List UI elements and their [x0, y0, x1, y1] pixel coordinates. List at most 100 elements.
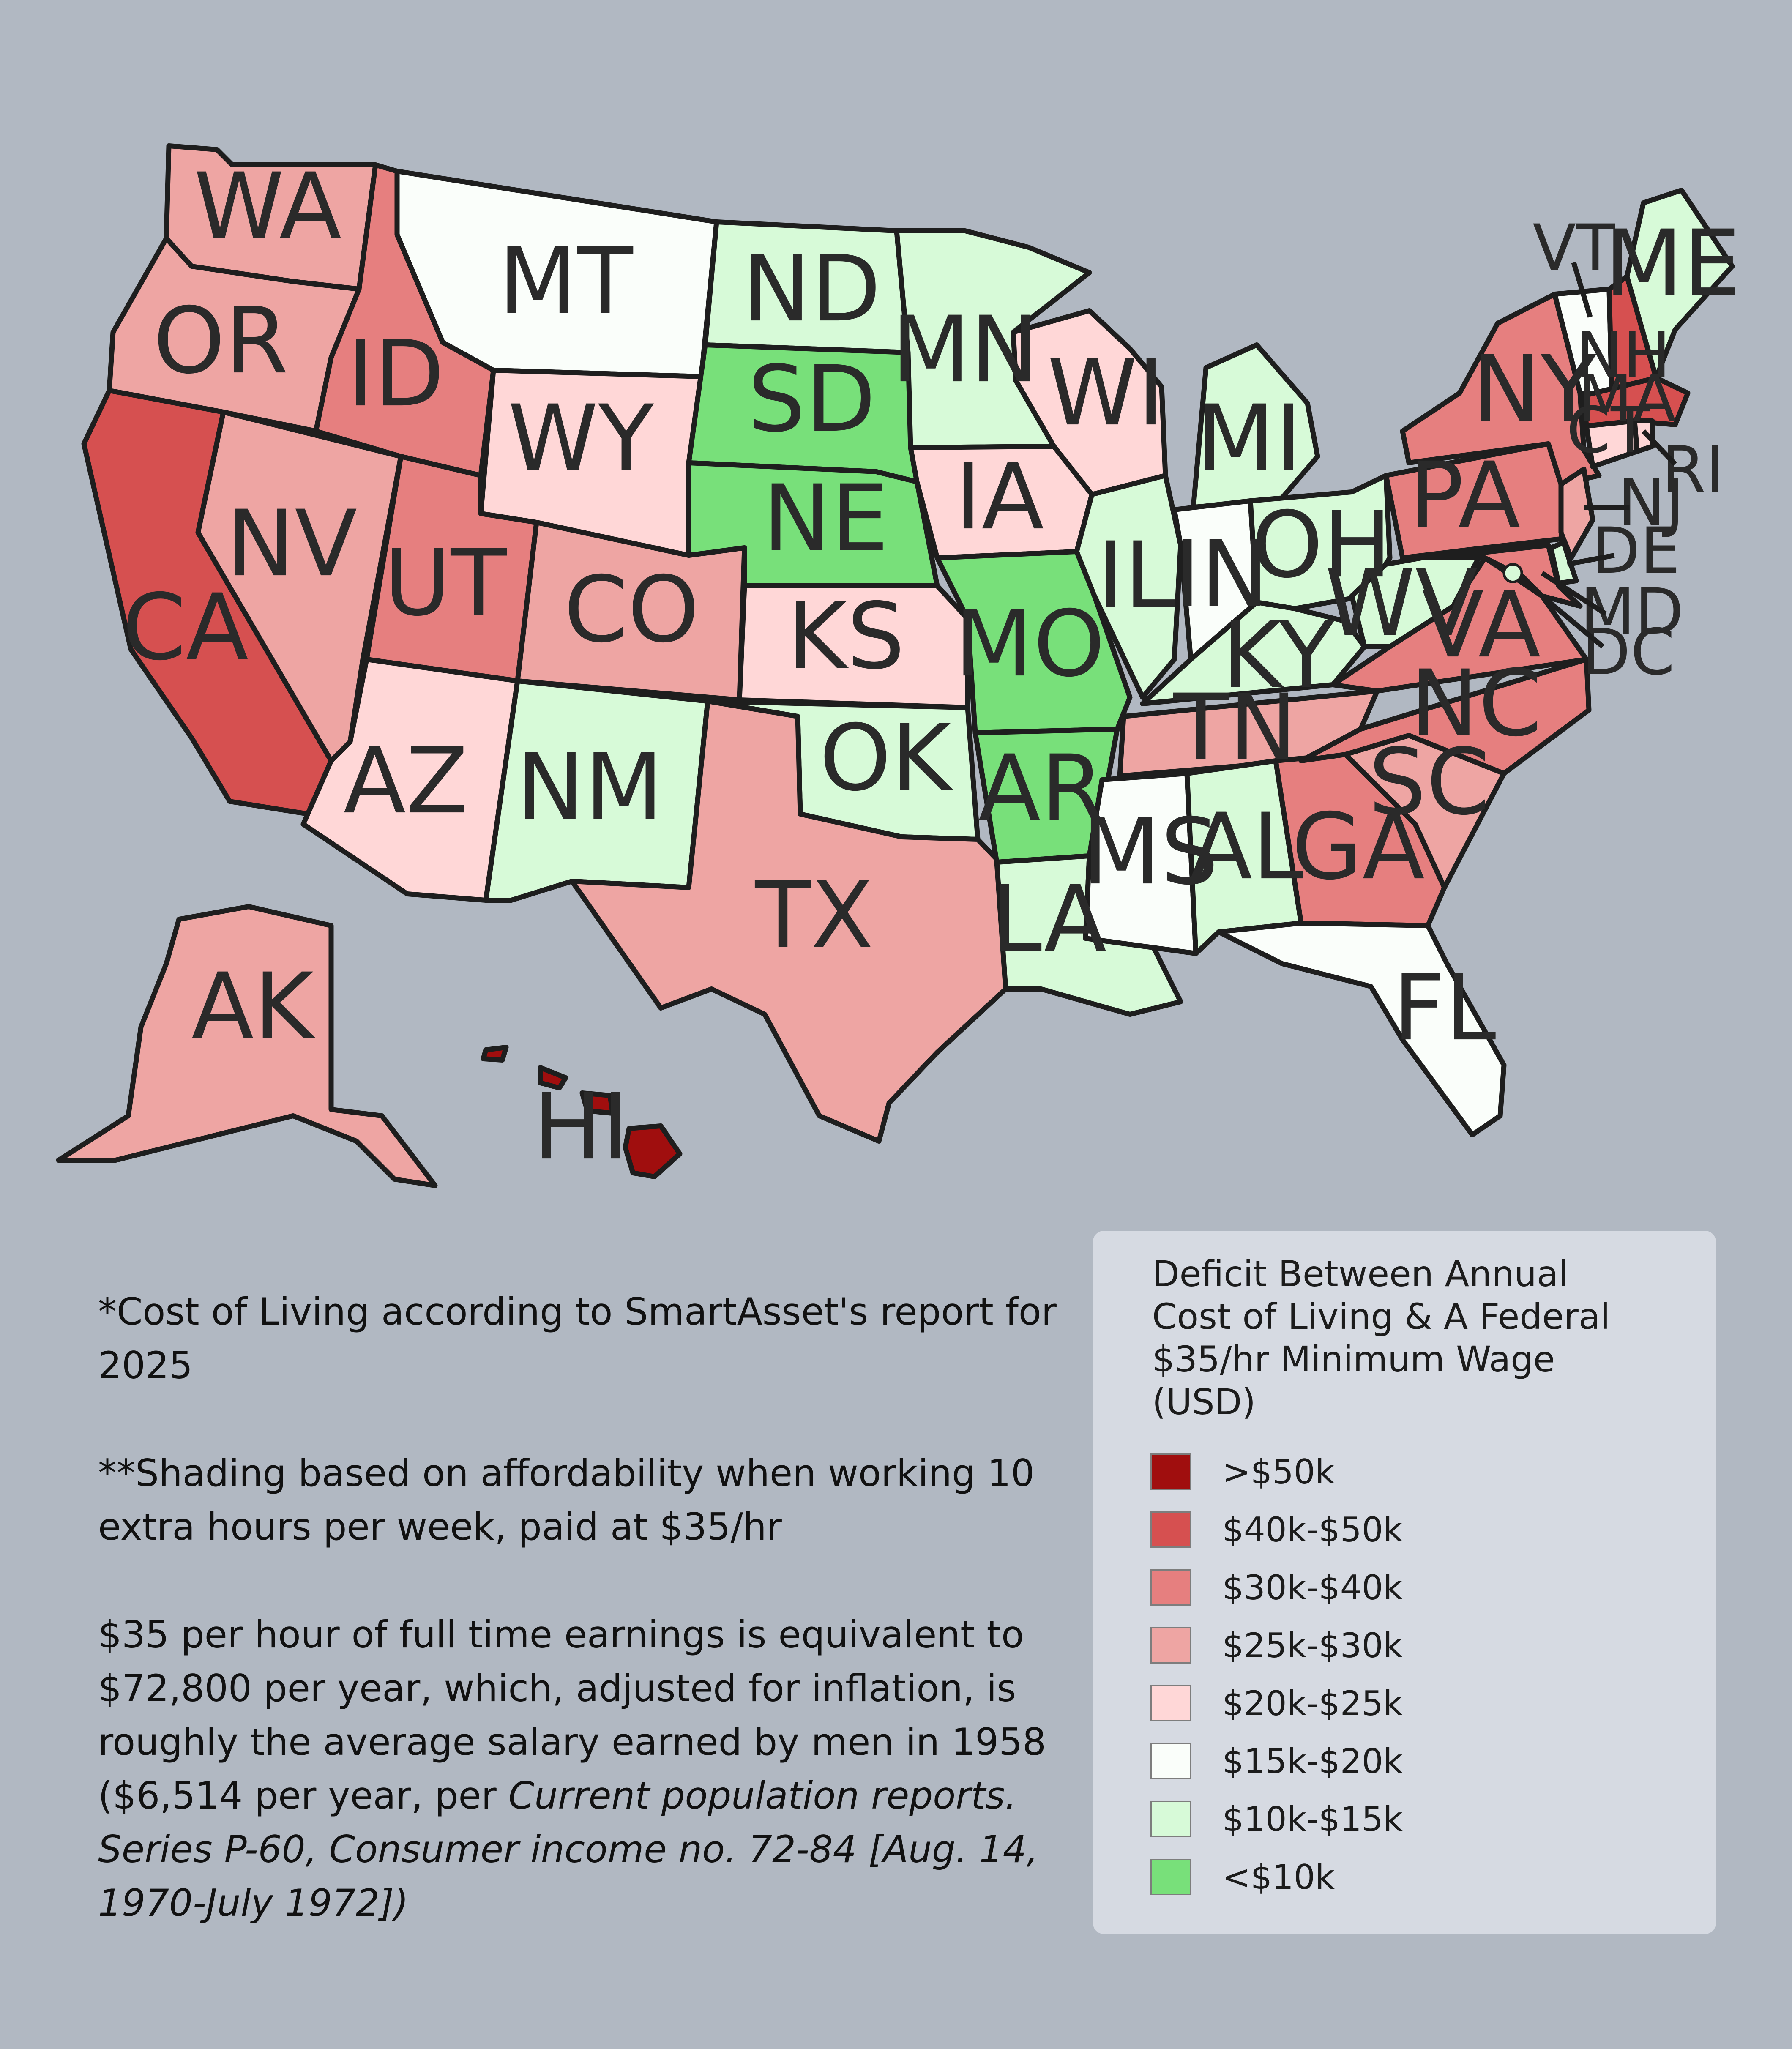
legend-label: >$50k — [1222, 1452, 1335, 1492]
legend-title-line: Deficit Between Annual — [1152, 1253, 1568, 1295]
label-mi: MI — [1196, 385, 1302, 492]
state-nc — [1298, 657, 1592, 776]
us-choropleth-map: WA OR CA NV ID MT WY UT CO AZ NM ND SD N… — [56, 143, 1741, 1188]
label-ok: OK — [820, 705, 953, 811]
label-ca: CA — [122, 574, 249, 680]
label-la: LA — [991, 866, 1106, 972]
legend-panel: Deficit Between Annual Cost of Living & … — [1093, 1231, 1716, 1934]
label-nj: NJ — [1618, 466, 1684, 540]
legend-label: $30k-$40k — [1222, 1568, 1403, 1607]
legend-item: $15k-$20k — [1150, 1743, 1658, 1782]
label-mn: MN — [892, 297, 1039, 403]
legend-item: $20k-$25k — [1150, 1685, 1658, 1724]
label-ga: GA — [1292, 794, 1425, 900]
label-va: VA — [1422, 572, 1541, 678]
label-nm: NM — [516, 734, 664, 840]
label-ar: AR — [978, 735, 1104, 841]
legend-swatch — [1150, 1685, 1191, 1721]
legend-swatch — [1150, 1453, 1191, 1490]
label-me: ME — [1604, 210, 1741, 317]
state-il — [1074, 473, 1183, 700]
label-ne: NE — [762, 465, 888, 571]
label-ri: RI — [1661, 433, 1724, 507]
label-ks: KS — [787, 583, 905, 689]
legend-title: Deficit Between Annual Cost of Living & … — [1152, 1253, 1702, 1423]
label-ma: MA — [1578, 362, 1676, 436]
label-ut: UT — [384, 530, 507, 636]
label-ms: MS — [1082, 799, 1218, 905]
legend-item: $40k-$50k — [1150, 1511, 1658, 1550]
label-ct: CT — [1566, 394, 1650, 467]
label-hi: HI — [533, 1074, 628, 1180]
label-or: OR — [153, 288, 288, 394]
legend-swatch — [1150, 1569, 1191, 1606]
note-wage-equivalence: $35 per hour of full time earnings is eq… — [98, 1608, 1070, 1930]
note-cost-of-living: *Cost of Living according to SmartAsset'… — [98, 1290, 1057, 1387]
state-shapes — [56, 143, 1735, 1188]
label-in: IN — [1174, 521, 1269, 627]
legend-label: $25k-$30k — [1222, 1626, 1403, 1665]
label-pa: PA — [1409, 443, 1520, 549]
label-wv: WV — [1325, 550, 1478, 656]
label-ia: IA — [955, 444, 1044, 550]
label-oh: OH — [1251, 492, 1391, 598]
label-nv: NV — [227, 491, 357, 597]
legend-label: $40k-$50k — [1222, 1510, 1403, 1549]
label-nc: NC — [1410, 650, 1542, 757]
legend-title-line: Cost of Living & A Federal — [1152, 1296, 1610, 1337]
label-sc: SC — [1369, 729, 1490, 835]
label-co: CO — [564, 557, 699, 663]
note-wage-text: $35 per hour of full time earnings is eq… — [98, 1613, 1046, 1817]
state-wv — [1349, 555, 1481, 649]
label-wi: WI — [1047, 340, 1164, 446]
state-tx — [569, 699, 1008, 1144]
label-de: DE — [1591, 514, 1680, 588]
label-ny: NY — [1472, 336, 1597, 442]
notes-panel: *Cost of Living according to SmartAsset'… — [98, 1285, 1070, 1984]
label-mo: MO — [954, 591, 1105, 697]
legend-item: $25k-$30k — [1150, 1627, 1658, 1666]
state-nj — [1558, 467, 1595, 560]
label-ak: AK — [191, 953, 316, 1060]
label-al: AL — [1190, 794, 1303, 900]
label-wa: WA — [194, 153, 342, 260]
state-labels: WA OR CA NV ID MT WY UT CO AZ NM ND SD N… — [122, 153, 1741, 1180]
state-ak — [56, 904, 438, 1188]
legend-label: $15k-$20k — [1222, 1742, 1403, 1781]
label-sd: SD — [748, 346, 876, 452]
legend-swatch — [1150, 1627, 1191, 1664]
label-nd: ND — [743, 236, 881, 342]
label-vt: VT — [1532, 211, 1615, 285]
state-md — [1431, 543, 1583, 609]
legend-swatch — [1150, 1511, 1191, 1548]
leader-lines — [1519, 262, 1677, 649]
note-shading: **Shading based on affordability when wo… — [98, 1451, 1035, 1549]
legend-title-line: $35/hr Minimum Wage — [1152, 1339, 1555, 1380]
label-il: IL — [1097, 522, 1175, 628]
legend-item: <$10k — [1150, 1859, 1658, 1898]
legend-item: $30k-$40k — [1150, 1569, 1658, 1608]
state-ri — [1632, 418, 1655, 454]
state-ny — [1400, 292, 1602, 487]
state-ms — [1083, 771, 1199, 956]
state-ky — [1140, 600, 1367, 706]
legend-swatch — [1150, 1859, 1191, 1895]
legend-label: $10k-$15k — [1222, 1800, 1403, 1839]
label-fl: FL — [1393, 955, 1496, 1061]
label-nh: NH — [1576, 319, 1671, 393]
legend-item: >$50k — [1150, 1453, 1658, 1492]
legend-label: <$10k — [1222, 1858, 1335, 1897]
label-mt: MT — [498, 228, 633, 334]
label-dc: DC — [1582, 616, 1675, 689]
legend-item: $10k-$15k — [1150, 1801, 1658, 1840]
label-tn: TN — [1173, 675, 1298, 781]
legend-swatch — [1150, 1743, 1191, 1779]
label-wy: WY — [508, 385, 655, 492]
label-md: MD — [1580, 575, 1684, 649]
label-tx: TX — [755, 862, 874, 968]
legend-label: $20k-$25k — [1222, 1684, 1403, 1723]
label-az: AZ — [344, 728, 469, 834]
legend-swatch — [1150, 1801, 1191, 1837]
state-fl — [1216, 921, 1507, 1137]
label-id: ID — [347, 321, 444, 427]
